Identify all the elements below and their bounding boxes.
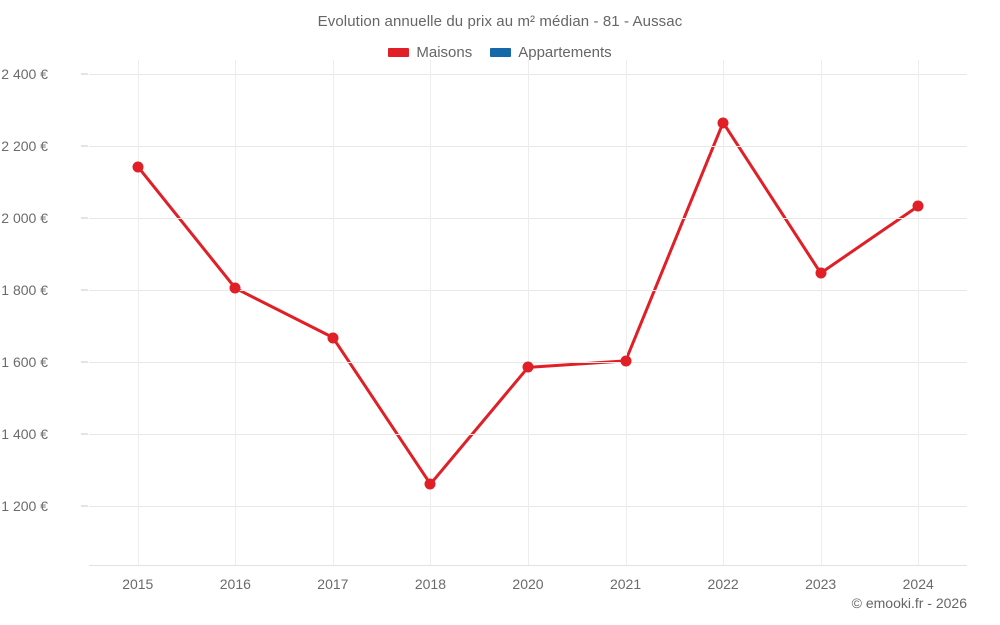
x-gridline bbox=[528, 60, 529, 565]
legend-swatch-icon bbox=[490, 48, 512, 57]
data-point-marker[interactable] bbox=[522, 361, 534, 373]
y-axis-tick-mark bbox=[81, 433, 88, 435]
legend-item-appartements[interactable]: Appartements bbox=[490, 44, 612, 61]
x-gridline bbox=[137, 60, 139, 565]
x-gridline bbox=[820, 60, 822, 565]
x-gridline bbox=[430, 60, 432, 565]
legend-swatch-icon bbox=[388, 48, 410, 57]
x-axis-tick-label: 2015 bbox=[122, 576, 154, 592]
data-point-marker[interactable] bbox=[912, 200, 924, 212]
x-axis-tick-label: 2020 bbox=[512, 576, 544, 592]
x-axis-tick-label: 2021 bbox=[609, 576, 642, 592]
x-axis-tick-label: 2018 bbox=[414, 576, 447, 592]
y-axis-tick-label: 2 000 € bbox=[1, 210, 48, 226]
x-axis-tick-label: 2024 bbox=[902, 576, 934, 592]
x-axis-tick-label: 2022 bbox=[707, 576, 739, 592]
y-axis-tick-mark bbox=[81, 217, 88, 219]
x-axis-baseline bbox=[89, 565, 967, 566]
x-axis-tick-label: 2017 bbox=[317, 576, 349, 592]
legend-item-maisons[interactable]: Maisons bbox=[388, 44, 472, 61]
y-axis-tick-mark bbox=[81, 145, 88, 147]
x-gridline bbox=[723, 60, 725, 565]
y-axis-tick-label: 1 600 € bbox=[1, 354, 48, 370]
y-axis-tick-label: 1 400 € bbox=[1, 426, 48, 442]
legend-item-label: Appartements bbox=[518, 44, 612, 61]
data-point-marker[interactable] bbox=[229, 282, 241, 294]
data-point-marker[interactable] bbox=[132, 161, 144, 173]
x-gridline bbox=[332, 60, 334, 565]
chart-title: Evolution annuelle du prix au m² médian … bbox=[317, 13, 683, 30]
y-axis-tick-label: 2 200 € bbox=[1, 138, 48, 154]
chart-legend: Maisons Appartements bbox=[0, 44, 1000, 61]
copyright-credit: © emooki.fr - 2026 bbox=[851, 595, 967, 611]
y-axis-tick-mark bbox=[81, 505, 88, 507]
x-gridline bbox=[918, 60, 920, 565]
y-axis-tick-label: 2 400 € bbox=[1, 66, 48, 82]
plot-area: 2 400 € 2 200 € 2 000 € 1 800 € 1 600 € 1 400… bbox=[1, 60, 967, 592]
data-point-marker[interactable] bbox=[424, 478, 436, 490]
x-gridline bbox=[235, 60, 237, 565]
y-axis-tick-label: 1 800 € bbox=[1, 282, 48, 298]
data-point-marker[interactable] bbox=[327, 332, 339, 344]
y-axis-tick-mark bbox=[81, 289, 88, 291]
legend-item-label: Maisons bbox=[416, 44, 473, 61]
y-axis-tick-mark bbox=[81, 73, 88, 75]
x-axis-tick-label: 2016 bbox=[219, 576, 251, 592]
x-gridline bbox=[625, 60, 627, 565]
data-point-marker[interactable] bbox=[620, 355, 632, 367]
y-axis-tick-label: 1 200 € bbox=[1, 498, 48, 514]
data-point-marker[interactable] bbox=[815, 267, 827, 279]
y-axis-tick-mark bbox=[81, 361, 88, 363]
x-axis-tick-label: 2023 bbox=[805, 576, 837, 592]
data-point-marker[interactable] bbox=[717, 117, 729, 129]
